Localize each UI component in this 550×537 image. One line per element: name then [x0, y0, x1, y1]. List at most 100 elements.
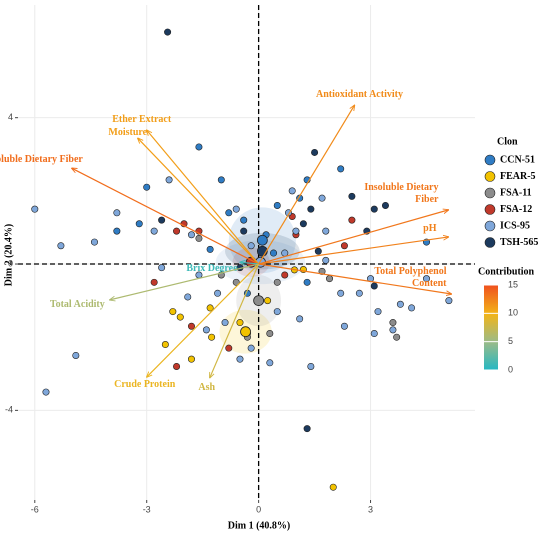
- point: [445, 297, 453, 305]
- legend-title: Clon: [497, 136, 518, 147]
- colorbar: [484, 285, 498, 370]
- loading-arrow: [210, 263, 260, 378]
- arrow-label-line: Ash: [198, 382, 215, 393]
- point: [408, 304, 416, 312]
- point: [206, 245, 214, 253]
- loading-arrow: [258, 105, 355, 265]
- point: [288, 187, 296, 195]
- arrow-label-line: Content: [412, 278, 447, 289]
- point: [236, 355, 244, 363]
- point: [340, 322, 348, 330]
- colorbar-tick-label: 5: [508, 336, 513, 346]
- points: [31, 28, 453, 491]
- x-tick-label: -3: [143, 504, 151, 514]
- loading-arrow: [72, 168, 259, 265]
- point: [292, 227, 300, 235]
- point: [161, 341, 169, 349]
- point: [299, 220, 307, 228]
- loading-arrow: [147, 130, 260, 265]
- point: [247, 344, 255, 352]
- point: [307, 205, 315, 213]
- point: [232, 205, 240, 213]
- loading-arrow: [110, 263, 259, 300]
- legend-label: TSH-565: [500, 237, 538, 248]
- arrow-label: Antioxidant Activity: [316, 90, 403, 101]
- point: [195, 234, 203, 242]
- point: [158, 216, 166, 224]
- point: [266, 330, 274, 338]
- point: [355, 289, 363, 297]
- point: [240, 216, 248, 224]
- loading-arrow: [258, 263, 452, 294]
- point: [143, 183, 151, 191]
- point: [303, 425, 311, 433]
- point: [348, 192, 356, 200]
- point: [150, 278, 158, 286]
- colorbar-tick-label: 0: [508, 364, 513, 374]
- point: [314, 247, 322, 255]
- arrow-label: Total Polyphenol Content: [374, 266, 447, 289]
- centroid: [253, 295, 265, 307]
- x-tick-label: 3: [368, 504, 373, 514]
- point: [329, 483, 337, 491]
- legend-label: FSA-12: [500, 204, 532, 215]
- x-tick-label: -6: [31, 504, 39, 514]
- x-tick-label: 0: [256, 504, 261, 514]
- arrow-label-line: Total Polyphenol: [374, 266, 446, 277]
- point: [273, 201, 281, 209]
- point: [311, 148, 319, 156]
- arrow-label: Ether Extract: [112, 114, 172, 125]
- point: [236, 319, 244, 327]
- loading-arrow: [147, 263, 260, 377]
- point: [206, 304, 214, 312]
- point: [232, 278, 240, 286]
- point: [307, 362, 315, 370]
- legend-swatch: [484, 187, 496, 199]
- colorbar-tick-label: 15: [508, 279, 518, 289]
- point: [173, 227, 181, 235]
- point: [374, 308, 382, 316]
- point: [113, 227, 121, 235]
- arrow-label: Total Acidity: [50, 299, 105, 310]
- legend-label: FSA-11: [500, 187, 532, 198]
- arrow-label-line: Brix Degree: [186, 263, 238, 274]
- point: [187, 355, 195, 363]
- point: [90, 238, 98, 246]
- point: [57, 242, 65, 250]
- point: [273, 278, 281, 286]
- point: [370, 282, 378, 290]
- arrow-label: Ash: [198, 382, 215, 393]
- legend-label: ICS-95: [500, 220, 530, 231]
- point: [389, 319, 397, 327]
- legend: CCN-51 FEAR-5 FSA-11 FSA-12 ICS-95 TSH-565 0 5 1…: [484, 154, 538, 374]
- loading-arrow: [258, 210, 449, 265]
- point: [113, 209, 121, 217]
- point: [135, 220, 143, 228]
- point: [423, 275, 431, 283]
- point: [225, 344, 233, 352]
- y-tick-label: 0: [8, 258, 13, 268]
- legend-swatch: [484, 220, 496, 232]
- point: [264, 297, 272, 305]
- arrow-label: pH: [423, 223, 437, 234]
- point: [396, 300, 404, 308]
- point: [195, 143, 203, 151]
- point: [340, 242, 348, 250]
- point: [370, 330, 378, 338]
- arrow-label-line: Ether Extract: [112, 114, 172, 125]
- point: [150, 227, 158, 235]
- point: [214, 289, 222, 297]
- legend-swatch: [484, 204, 496, 215]
- point: [202, 326, 210, 334]
- arrow-label-line: Antioxidant Activity: [316, 90, 403, 101]
- point: [72, 351, 80, 359]
- point: [337, 289, 345, 297]
- point: [187, 322, 195, 330]
- point: [266, 359, 274, 367]
- arrow-label-line: Soluble Dietary Fiber: [0, 154, 83, 165]
- point: [389, 326, 397, 334]
- arrow-label: Moisture: [108, 127, 147, 138]
- point: [42, 388, 50, 396]
- point: [381, 201, 389, 209]
